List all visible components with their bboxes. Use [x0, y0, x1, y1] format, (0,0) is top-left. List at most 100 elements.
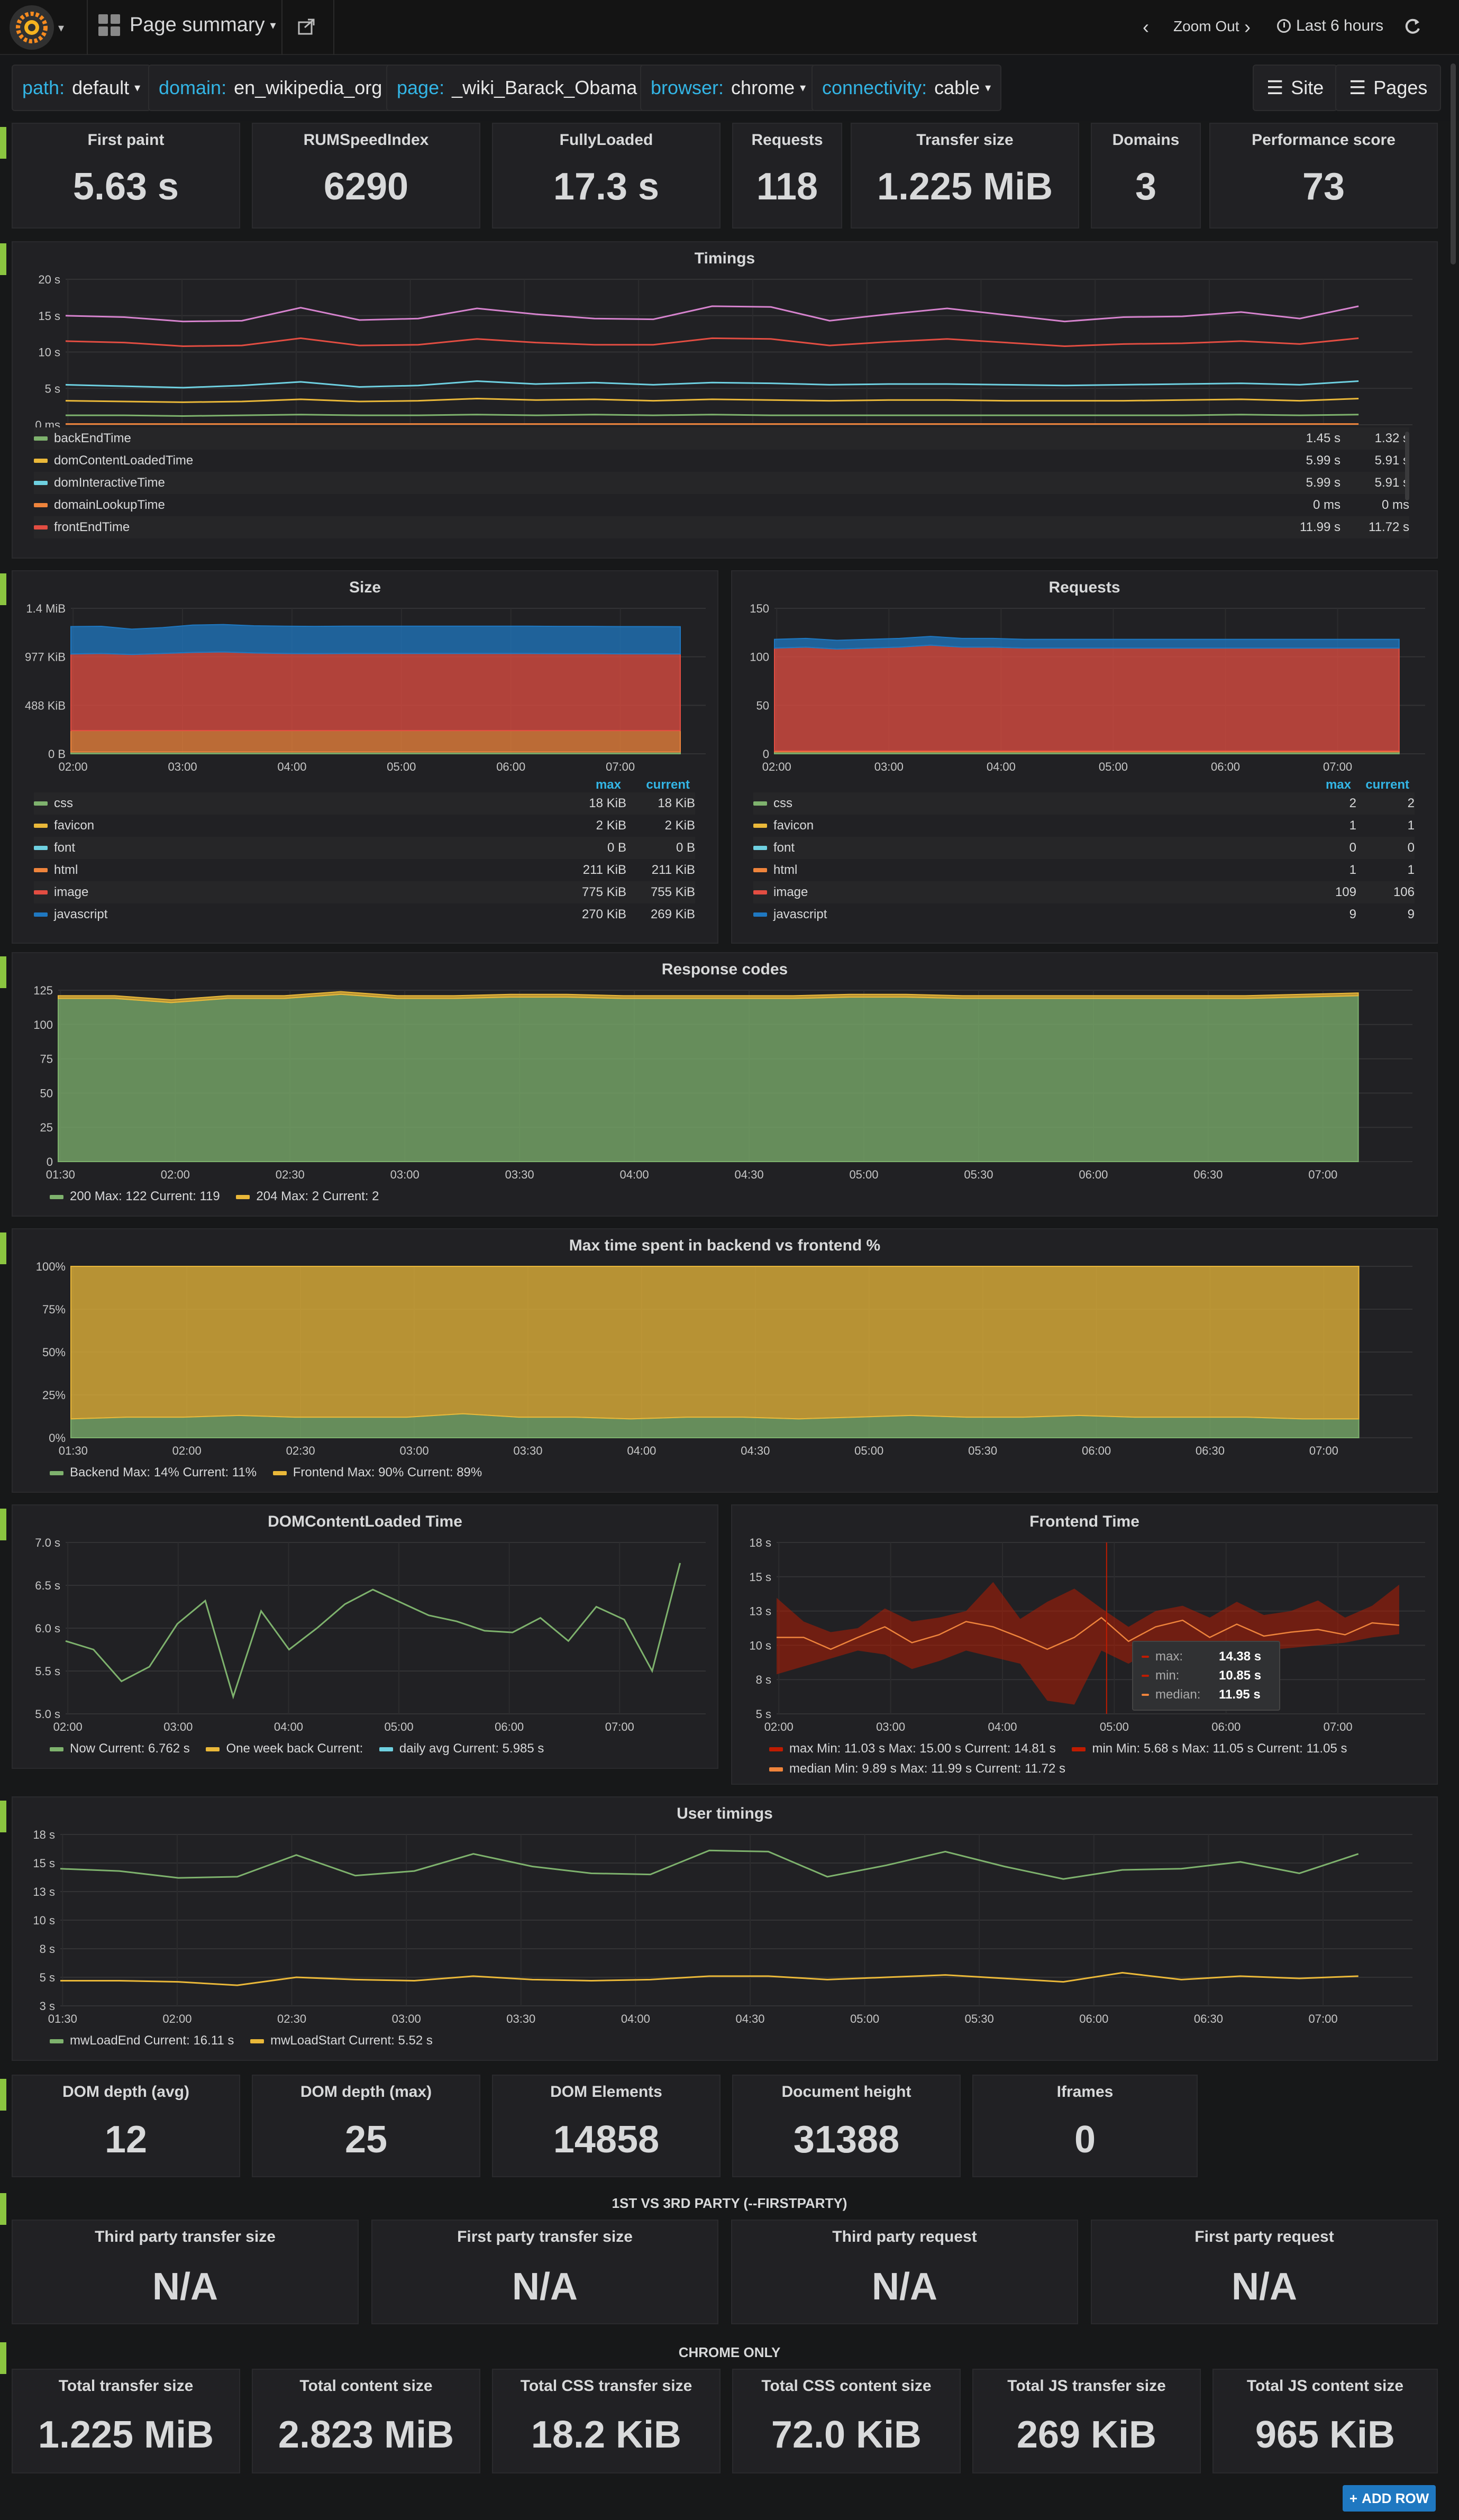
legend-row[interactable]: favicon 2 KiB 2 KiB [34, 815, 695, 837]
legend-item[interactable]: One week back Current: [206, 1741, 363, 1756]
row-handle[interactable] [0, 2079, 6, 2111]
panel-title[interactable]: Max time spent in backend vs frontend % [569, 1237, 881, 1254]
legend-max: 5.99 s [1306, 476, 1341, 490]
chart-tooltip: max: 14.38 s min: 10.85 s median: 11.95 s [1132, 1641, 1280, 1711]
zoom-out-button[interactable]: Zoom Out [1173, 18, 1239, 35]
share-icon[interactable] [296, 16, 317, 37]
panel-title[interactable]: DOMContentLoaded Time [268, 1513, 462, 1530]
row-handle[interactable] [0, 243, 6, 275]
legend-row[interactable]: html 211 KiB 211 KiB [34, 859, 695, 881]
size-legend: max current css 18 KiB 18 KiB favicon 2 KiB… [13, 778, 700, 936]
legend-item[interactable]: Frontend Max: 90% Current: 89% [272, 1465, 482, 1480]
row-handle[interactable] [0, 2342, 6, 2374]
row-handle[interactable] [0, 2193, 6, 2225]
legend-col-max[interactable]: max [595, 778, 621, 792]
legend-row[interactable]: javascript 270 KiB 269 KiB [34, 903, 695, 926]
logo-caret-icon[interactable]: ▾ [58, 21, 65, 34]
x-tick-label: 05:00 [1099, 760, 1128, 773]
legend-row[interactable]: css 18 KiB 18 KiB [34, 792, 695, 815]
user-timings-legend: mwLoadEnd Current: 16.11 s mwLoadStart C… [50, 2033, 433, 2048]
time-range-button[interactable]: Last 6 hours [1277, 17, 1383, 35]
legend-row[interactable]: image 775 KiB 755 KiB [34, 881, 695, 903]
row-title[interactable]: 1ST VS 3RD PARTY (--FIRSTPARTY) [612, 2195, 847, 2211]
chevron-down-icon: ▾ [985, 81, 991, 94]
var-value: default [72, 77, 130, 98]
stat-title: Document height [781, 2083, 911, 2101]
legend-item[interactable]: 200 Max: 122 Current: 119 [50, 1189, 220, 1203]
dashboard-picker-button[interactable]: Page summary ▾ [98, 14, 276, 36]
pages-label: Pages [1373, 77, 1428, 98]
x-tick-label: 04:00 [987, 760, 1016, 773]
legend-name: css [54, 796, 73, 810]
legend-col-current[interactable]: current [646, 778, 690, 792]
legend-row[interactable]: javascript 9 9 [753, 903, 1415, 926]
legend-item[interactable]: Backend Max: 14% Current: 11% [50, 1465, 257, 1480]
time-forward-button[interactable]: › [1244, 16, 1251, 38]
row-handle[interactable] [0, 956, 6, 988]
row-handle[interactable] [0, 127, 6, 159]
legend-item[interactable]: mwLoadEnd Current: 16.11 s [50, 2033, 234, 2048]
legend-item[interactable]: median Min: 9.89 s Max: 11.99 s Current:… [769, 1761, 1065, 1776]
legend-item[interactable]: daily avg Current: 5.985 s [379, 1741, 544, 1756]
legend-row[interactable]: html 1 1 [753, 859, 1415, 881]
legend-max: 11.99 s [1300, 520, 1341, 534]
legend-col-max[interactable]: max [1325, 778, 1351, 792]
panel-title[interactable]: Frontend Time [1029, 1513, 1139, 1530]
legend-row[interactable]: domainLookupTime 0 ms 0 ms [34, 494, 1409, 516]
site-link-button[interactable]: ☰ Site [1253, 65, 1338, 111]
legend-row[interactable]: backEndTime 1.45 s 1.32 s [34, 427, 1409, 450]
add-row-button[interactable]: + ADD ROW [1343, 2485, 1436, 2512]
legend-col-current[interactable]: current [1365, 778, 1409, 792]
row-title[interactable]: CHROME ONLY [678, 2344, 781, 2360]
row-handle[interactable] [0, 573, 6, 605]
legend-item[interactable]: max Min: 11.03 s Max: 15.00 s Current: 1… [769, 1741, 1056, 1756]
legend-row[interactable]: image 109 106 [753, 881, 1415, 903]
legend-item[interactable]: Now Current: 6.762 s [50, 1741, 190, 1756]
row-handle[interactable] [0, 1232, 6, 1264]
area-series-Frontend [70, 1266, 1360, 1420]
legend-current: 2 [1407, 796, 1415, 810]
row-handle[interactable] [0, 1509, 6, 1540]
time-back-button[interactable]: ‹ [1143, 16, 1149, 38]
x-tick-label: 03:00 [392, 2012, 421, 2025]
legend-name: html [54, 863, 78, 877]
grafana-logo-icon[interactable] [10, 5, 54, 50]
stat-document-height: Document height 31388 [732, 2075, 961, 2177]
legend-item[interactable]: 204 Max: 2 Current: 2 [236, 1189, 379, 1203]
panel-title[interactable]: User timings [677, 1805, 773, 1822]
menu-icon: ☰ [1266, 77, 1284, 98]
legend-scrollbar[interactable] [1405, 432, 1409, 500]
stat-title: DOM Elements [550, 2083, 662, 2101]
row-handle[interactable] [0, 1801, 6, 1832]
legend-item[interactable]: mwLoadStart Current: 5.52 s [250, 2033, 433, 2048]
var-browser[interactable]: browser: chrome ▾ [640, 65, 817, 111]
legend-row[interactable]: font 0 0 [753, 837, 1415, 859]
var-path[interactable]: path: default ▾ [12, 65, 151, 111]
legend-item[interactable]: min Min: 5.68 s Max: 11.05 s Current: 11… [1072, 1741, 1347, 1756]
legend-row[interactable]: font 0 B 0 B [34, 837, 695, 859]
stat-title: Performance score [1252, 131, 1396, 149]
refresh-icon[interactable] [1402, 16, 1423, 37]
panel-title[interactable]: Size [349, 579, 381, 596]
response-codes-chart: 0 25 50 75 100 125 01:30 02:00 02:30 03:00 03:30 04… [33, 984, 1412, 1181]
page-scrollbar[interactable] [1451, 63, 1456, 264]
y-tick-label: 5.5 s [35, 1665, 60, 1678]
panel-title[interactable]: Requests [1048, 579, 1120, 596]
legend-max: 0 B [607, 841, 626, 855]
panel-title[interactable]: Response codes [661, 961, 788, 978]
timings-panel: Timings 0 ms5 s10 s15 s20 s01:3002:0002:… [12, 241, 1438, 559]
legend-row[interactable]: domInteractiveTime 5.99 s 5.91 s [34, 472, 1409, 494]
legend-row[interactable]: favicon 1 1 [753, 815, 1415, 837]
var-domain[interactable]: domain:en_wikipedia_org▾ [148, 65, 404, 111]
legend-current: 1 [1407, 863, 1415, 877]
legend-current: 0 [1407, 841, 1415, 855]
legend-row[interactable]: domContentLoadedTime 5.99 s 5.91 s [34, 450, 1409, 472]
x-tick-label: 07:00 [1308, 1168, 1337, 1181]
panel-title[interactable]: Timings [694, 250, 755, 267]
timings-legend: backEndTime 1.45 s 1.32 s domContentLoaded… [13, 427, 1420, 554]
legend-row[interactable]: frontEndTime 11.99 s 11.72 s [34, 516, 1409, 538]
pages-link-button[interactable]: ☰ Pages [1335, 65, 1442, 111]
var-connectivity[interactable]: connectivity: cable ▾ [811, 65, 1002, 111]
legend-row[interactable]: css 2 2 [753, 792, 1415, 815]
var-page[interactable]: page:_wiki_Barack_Obama▾ [386, 65, 659, 111]
